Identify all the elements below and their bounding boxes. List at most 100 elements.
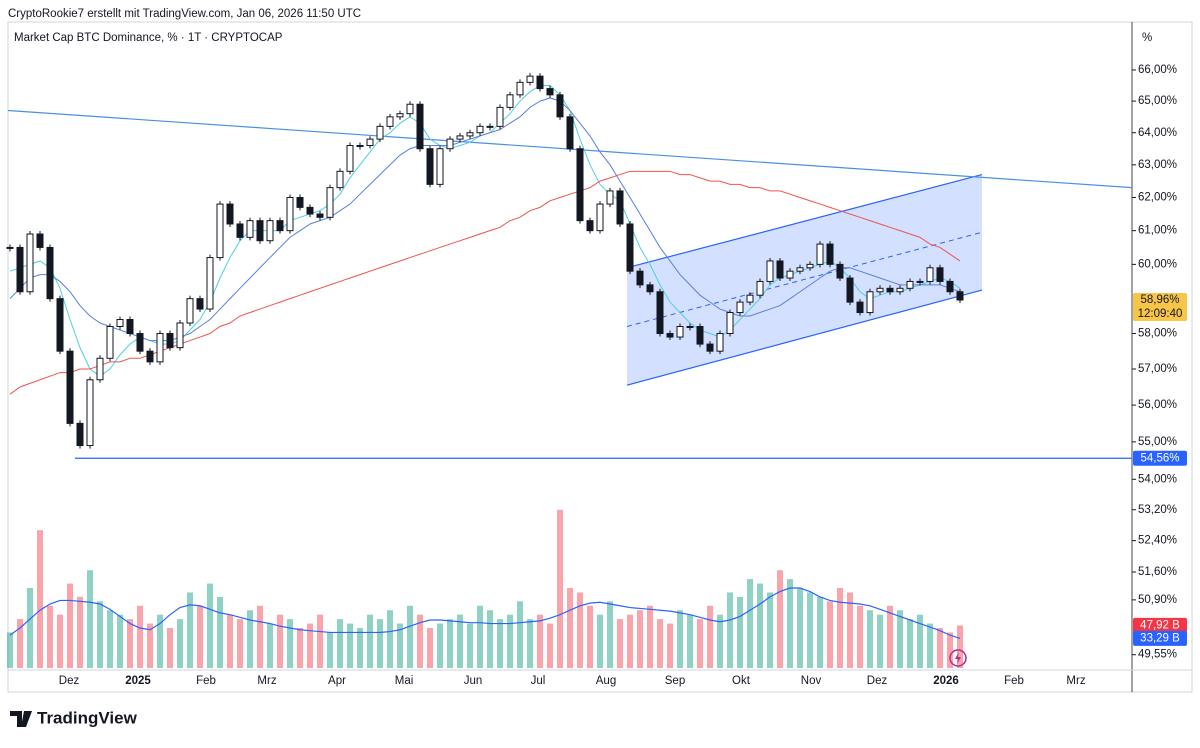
price-label-box: [1133, 293, 1187, 322]
volume-bar: [567, 588, 573, 668]
candle-body: [936, 267, 944, 282]
candle-body: [636, 270, 644, 286]
support-label: 54,56%: [1140, 452, 1179, 464]
volume-bar: [337, 619, 343, 668]
candle-body: [226, 203, 234, 225]
x-tick-label: 2026: [933, 675, 959, 687]
candle-body: [626, 223, 634, 272]
support-label-box: [1133, 450, 1187, 466]
volume-bar: [837, 588, 843, 668]
volume-label: 47,92 B: [1140, 619, 1180, 631]
y-tick-label: 49,55%: [1138, 649, 1177, 661]
candle-body: [516, 81, 524, 96]
volume-bar: [907, 619, 913, 668]
volume-bar: [57, 614, 63, 668]
candle-body: [156, 333, 164, 363]
volume-bar: [667, 623, 673, 668]
candle-body: [926, 267, 934, 282]
volume-bar: [587, 605, 593, 668]
volume-bar: [177, 619, 183, 668]
candle-body: [236, 223, 244, 238]
volume-bar: [187, 592, 193, 668]
candle-body: [756, 280, 764, 296]
volume-bar: [27, 588, 33, 668]
volume-bar: [477, 605, 483, 668]
header: CryptoRookie7 erstellt mit TradingView.c…: [8, 8, 361, 20]
candle-body: [666, 333, 674, 338]
volume-bar: [547, 623, 553, 668]
channel-upper: [626, 174, 983, 269]
candle-body: [126, 319, 134, 335]
volume-bar: [117, 614, 123, 668]
candle-body: [836, 263, 844, 279]
candle-body: [486, 125, 494, 128]
volume-bar: [237, 619, 243, 668]
candle-body: [806, 263, 814, 269]
y-tick-label: 65,00%: [1138, 95, 1177, 107]
candle-body: [766, 260, 774, 282]
candle-body: [306, 206, 314, 215]
chart-title: Market Cap BTC Dominance, % · 1T · CRYPT…: [14, 32, 283, 44]
candle-body: [386, 116, 394, 127]
candle-body: [556, 94, 564, 118]
volume-bar: [617, 619, 623, 668]
candle-body: [816, 243, 824, 265]
candle-body: [26, 233, 34, 293]
volume-bar: [197, 605, 203, 668]
volume-bar: [767, 592, 773, 668]
volume-bar: [37, 530, 43, 668]
volume-ma-label-box: [1133, 630, 1187, 646]
volume-bar: [797, 588, 803, 668]
candle-body: [416, 103, 424, 150]
candle-body: [536, 75, 544, 90]
volume-bar: [957, 625, 963, 668]
candle-body: [136, 333, 144, 352]
x-tick-label: Feb: [196, 675, 216, 687]
y-tick-label: 54,00%: [1138, 473, 1177, 485]
logo: TradingView: [10, 708, 138, 727]
volume-bar: [637, 610, 643, 668]
y-tick-label: 66,00%: [1138, 64, 1177, 76]
volume-ma-label: 33,29 B: [1140, 632, 1180, 644]
candle-body: [346, 145, 354, 172]
candle-body: [266, 220, 274, 242]
price-label-countdown: 12:09:40: [1138, 308, 1183, 320]
y-tick-label: 56,00%: [1138, 399, 1177, 411]
volume-bar: [47, 605, 53, 668]
price-label: 58,96%: [1140, 294, 1179, 306]
candle-body: [726, 312, 734, 335]
candle-body: [946, 280, 954, 293]
y-tick-label: 61,00%: [1138, 225, 1177, 237]
volume-bar: [487, 610, 493, 668]
candle-body: [116, 319, 124, 327]
candle-body: [746, 294, 754, 303]
candle-body: [406, 103, 414, 115]
candle-body: [196, 298, 204, 310]
channel-mid: [626, 231, 983, 327]
candle-body: [96, 357, 104, 381]
volume-bar: [147, 623, 153, 668]
volume-bar: [127, 619, 133, 668]
candle-body: [176, 322, 184, 349]
x-tick-label: Mai: [395, 675, 414, 687]
y-tick-label: 53,20%: [1138, 504, 1177, 516]
volume-bar: [597, 614, 603, 668]
candle-body: [586, 220, 594, 232]
x-tick-label: Okt: [732, 675, 751, 687]
candle-body: [46, 246, 54, 300]
volume-bar: [777, 570, 783, 668]
channel-lower: [626, 289, 983, 386]
candle-body: [106, 325, 114, 359]
candle-body: [216, 203, 224, 259]
candle-body: [696, 325, 704, 345]
volume-bar: [67, 583, 73, 668]
y-tick-label: 58,00%: [1138, 328, 1177, 340]
candle-body: [86, 379, 94, 447]
volume-bar: [717, 614, 723, 668]
candle-body: [6, 246, 14, 249]
candle-body: [916, 280, 924, 283]
candle-body: [476, 125, 484, 134]
y-tick-label: 50,90%: [1138, 594, 1177, 606]
volume-bar: [217, 596, 223, 668]
